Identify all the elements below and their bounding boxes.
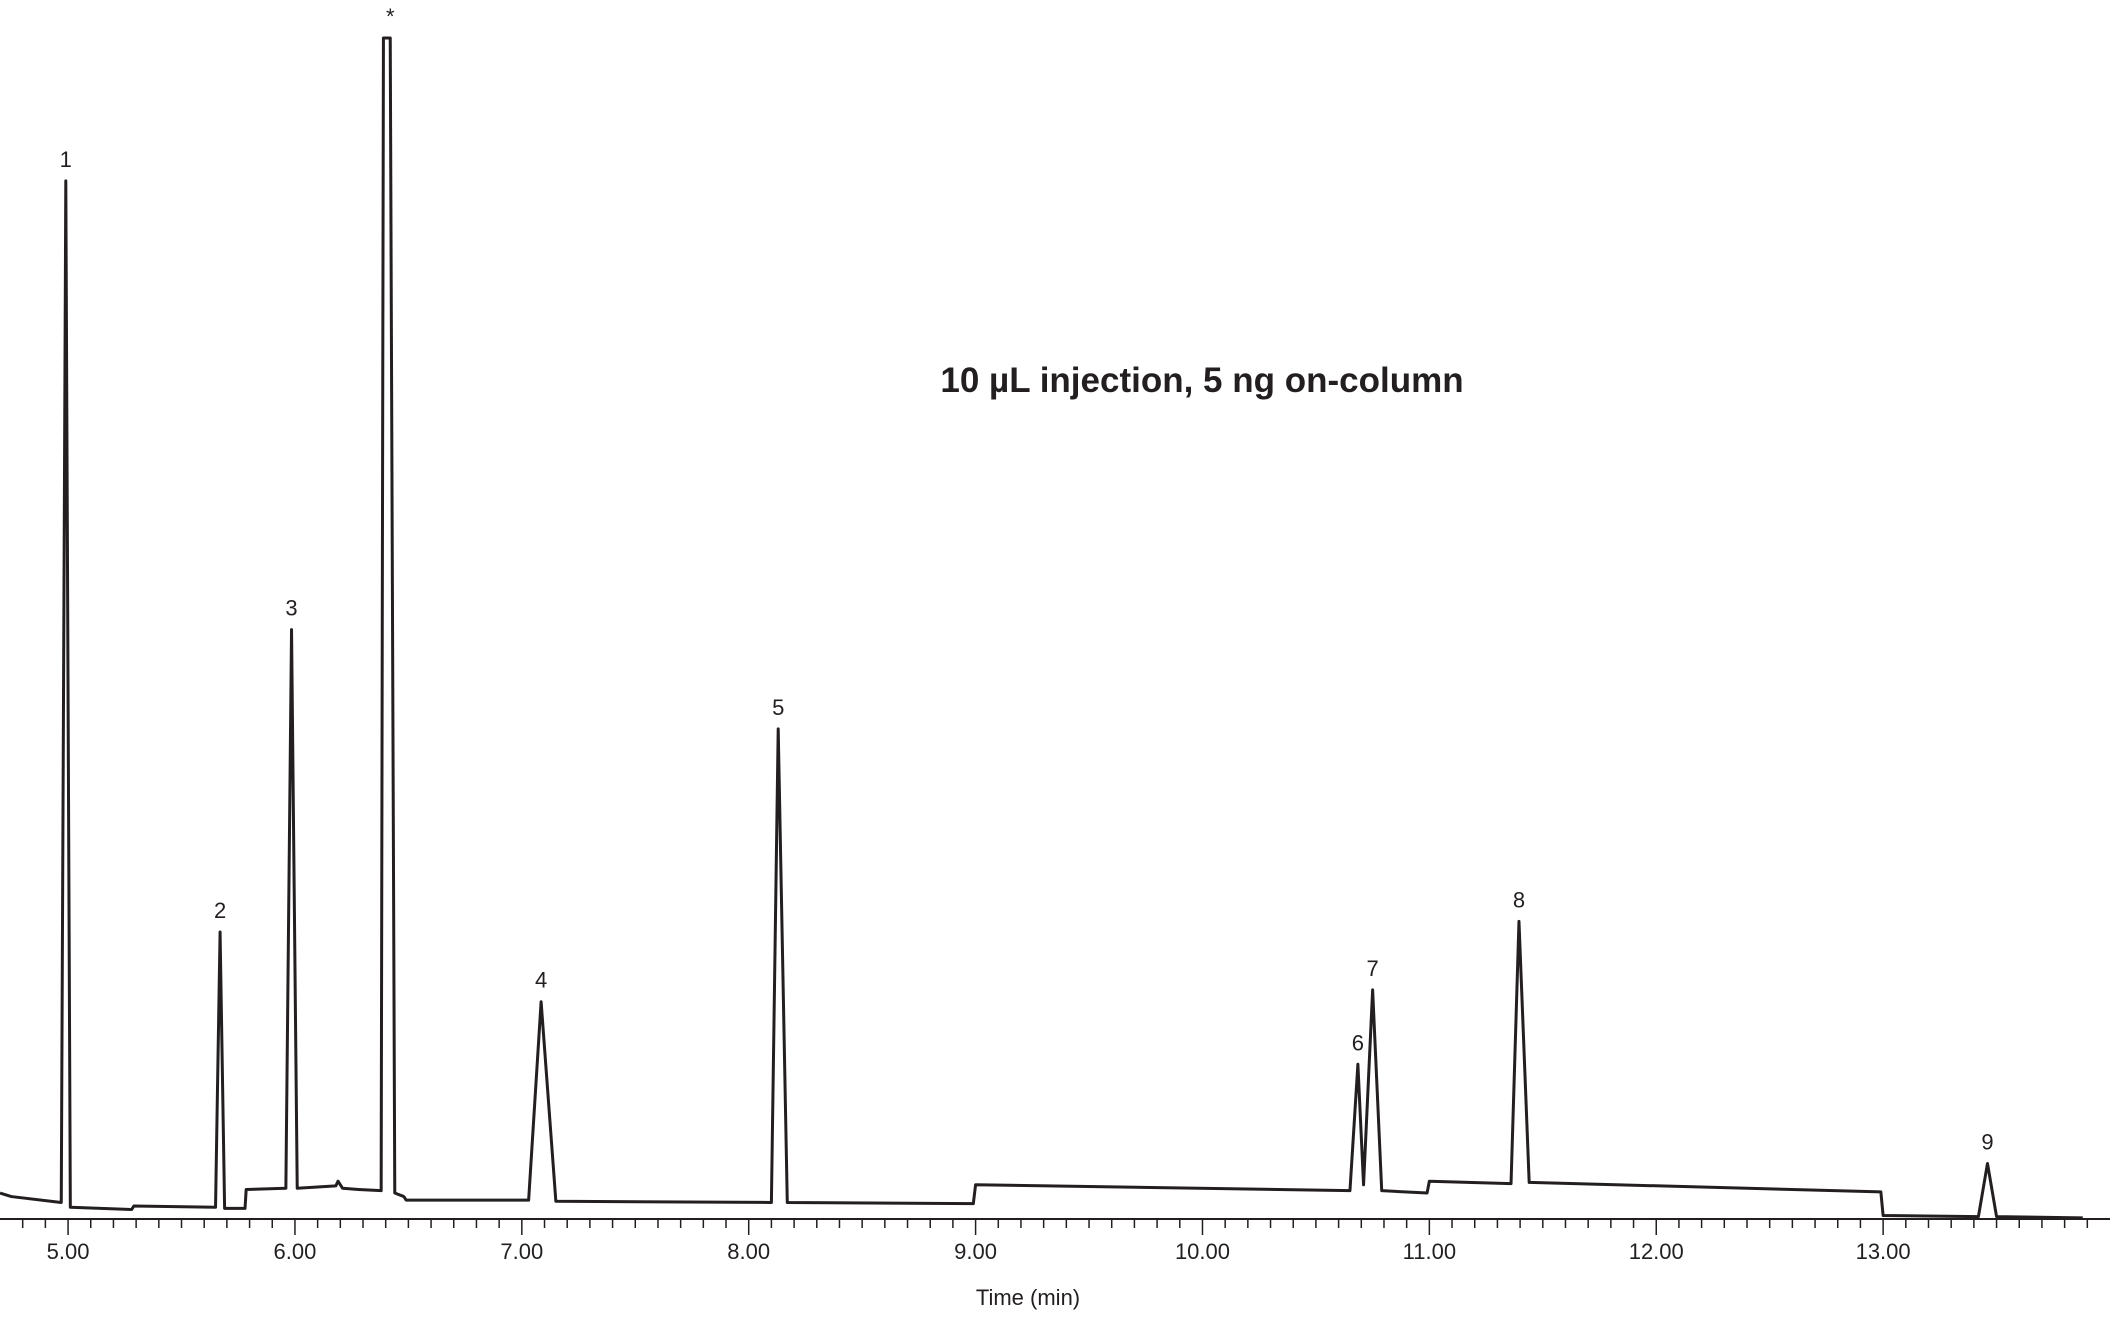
peak-label: 2 xyxy=(214,898,226,923)
peak-label: 8 xyxy=(1513,887,1525,912)
chromatogram-trace xyxy=(0,36,2083,1220)
chart-annotation: 10 µL injection, 5 ng on-column xyxy=(940,361,1463,400)
x-tick-label: 5.00 xyxy=(47,1239,90,1264)
x-tick-label: 11.00 xyxy=(1403,1239,1456,1264)
x-tick-label: 7.00 xyxy=(500,1239,543,1264)
peak-label: 9 xyxy=(1981,1129,1993,1154)
x-tick-label: 8.00 xyxy=(727,1239,770,1264)
peak-label: * xyxy=(386,4,395,29)
x-axis-title: Time (min) xyxy=(976,1285,1080,1310)
x-tick-label: 10.00 xyxy=(1175,1239,1230,1264)
x-tick-label: 13.00 xyxy=(1856,1239,1911,1264)
peak-label: 5 xyxy=(772,695,784,720)
x-tick-label: 12.00 xyxy=(1629,1239,1684,1264)
peak-label: 7 xyxy=(1367,956,1379,981)
x-tick-label: 6.00 xyxy=(274,1239,317,1264)
peak-label: 4 xyxy=(535,968,547,993)
peak-label: 6 xyxy=(1352,1030,1364,1055)
peak-label: 1 xyxy=(60,147,72,172)
peak-label: 3 xyxy=(285,596,297,621)
x-tick-label: 9.00 xyxy=(954,1239,997,1264)
